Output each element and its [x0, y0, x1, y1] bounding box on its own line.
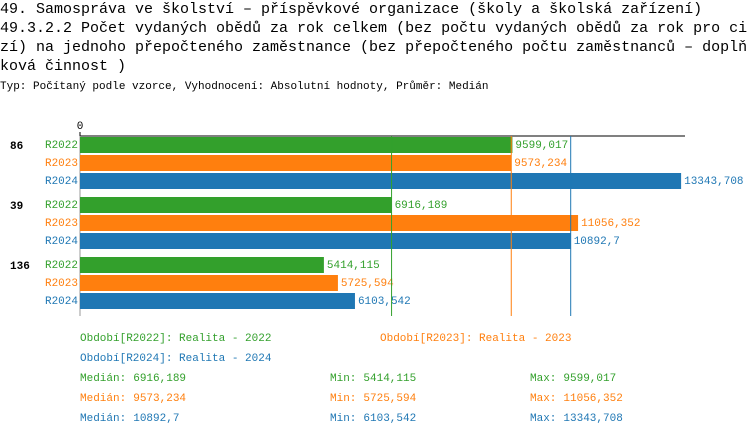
bar: [80, 215, 579, 231]
stat-value: 11056,352: [563, 393, 622, 405]
series-label: R2022: [45, 260, 78, 272]
bar: [80, 275, 338, 291]
stat-name: Max:: [530, 413, 556, 425]
value-label: 9573,234: [514, 158, 567, 170]
category-label: 136: [10, 261, 30, 273]
title: 49. Samospráva ve školství – příspěvkové…: [0, 1, 703, 18]
header: 49. Samospráva ve školství – příspěvkové…: [0, 0, 750, 94]
value-label: 11056,352: [581, 218, 640, 230]
bar: [80, 155, 512, 171]
stat-name: Min:: [330, 393, 356, 405]
bar: [80, 197, 392, 213]
stat-name: Min:: [330, 373, 356, 385]
stat-name: Max:: [530, 393, 556, 405]
series-label: R2022: [45, 200, 78, 212]
stat-value: 13343,708: [563, 413, 622, 425]
stat-label: Max: 13343,708: [530, 413, 623, 425]
series-label: R2023: [45, 158, 78, 170]
stat-value: 10892,7: [133, 413, 179, 425]
value-label: 6103,542: [358, 296, 411, 308]
stat-label: Min: 5414,115: [330, 373, 416, 385]
series-label: R2022: [45, 140, 78, 152]
stat-value: 6103,542: [363, 413, 416, 425]
stat-value: 9573,234: [133, 393, 186, 405]
bar: [80, 137, 513, 153]
stat-name: Min:: [330, 413, 356, 425]
stat-label: Medián: 9573,234: [80, 393, 186, 405]
stat-label: Max: 11056,352: [530, 393, 623, 405]
stat-value: 9599,017: [563, 373, 616, 385]
series-label: R2023: [45, 278, 78, 290]
bar: [80, 293, 355, 309]
bar: [80, 233, 571, 249]
value-label: 5414,115: [327, 260, 380, 272]
value-label: 5725,594: [341, 278, 394, 290]
stat-name: Medián:: [80, 413, 126, 425]
value-label: 10892,7: [574, 236, 620, 248]
series-label: R2024: [45, 296, 78, 308]
stat-label: Min: 5725,594: [330, 393, 417, 405]
bar: [80, 173, 682, 189]
note: Typ: Počítaný podle vzorce, Vyhodnocení:…: [0, 81, 489, 93]
x-tick-label: 0: [77, 121, 84, 133]
value-label: 13343,708: [684, 176, 743, 188]
stat-name: Medián:: [80, 373, 126, 385]
value-label: 9599,017: [515, 140, 568, 152]
series-label: R2023: [45, 218, 78, 230]
series-label: R2024: [45, 176, 78, 188]
stat-label: Min: 6103,542: [330, 413, 416, 425]
stat-value: 6916,189: [133, 373, 186, 385]
stat-name: Medián:: [80, 393, 126, 405]
subtitle: 49.3.2.2 Počet vydaných obědů za rok cel…: [0, 20, 748, 75]
category-label: 39: [10, 201, 23, 213]
series-label: R2024: [45, 236, 78, 248]
stat-value: 5725,594: [363, 393, 416, 405]
stat-label: Medián: 6916,189: [80, 373, 186, 385]
legend-entry: Období[R2024]: Realita - 2024: [80, 353, 272, 365]
bar: [80, 257, 324, 273]
stat-value: 5414,115: [363, 373, 416, 385]
stat-label: Medián: 10892,7: [80, 413, 179, 425]
stat-label: Max: 9599,017: [530, 373, 616, 385]
stat-name: Max:: [530, 373, 556, 385]
value-label: 6916,189: [395, 200, 448, 212]
legend-entry: Období[R2023]: Realita - 2023: [380, 333, 571, 345]
category-label: 86: [10, 141, 23, 153]
legend-entry: Období[R2022]: Realita - 2022: [80, 333, 271, 345]
